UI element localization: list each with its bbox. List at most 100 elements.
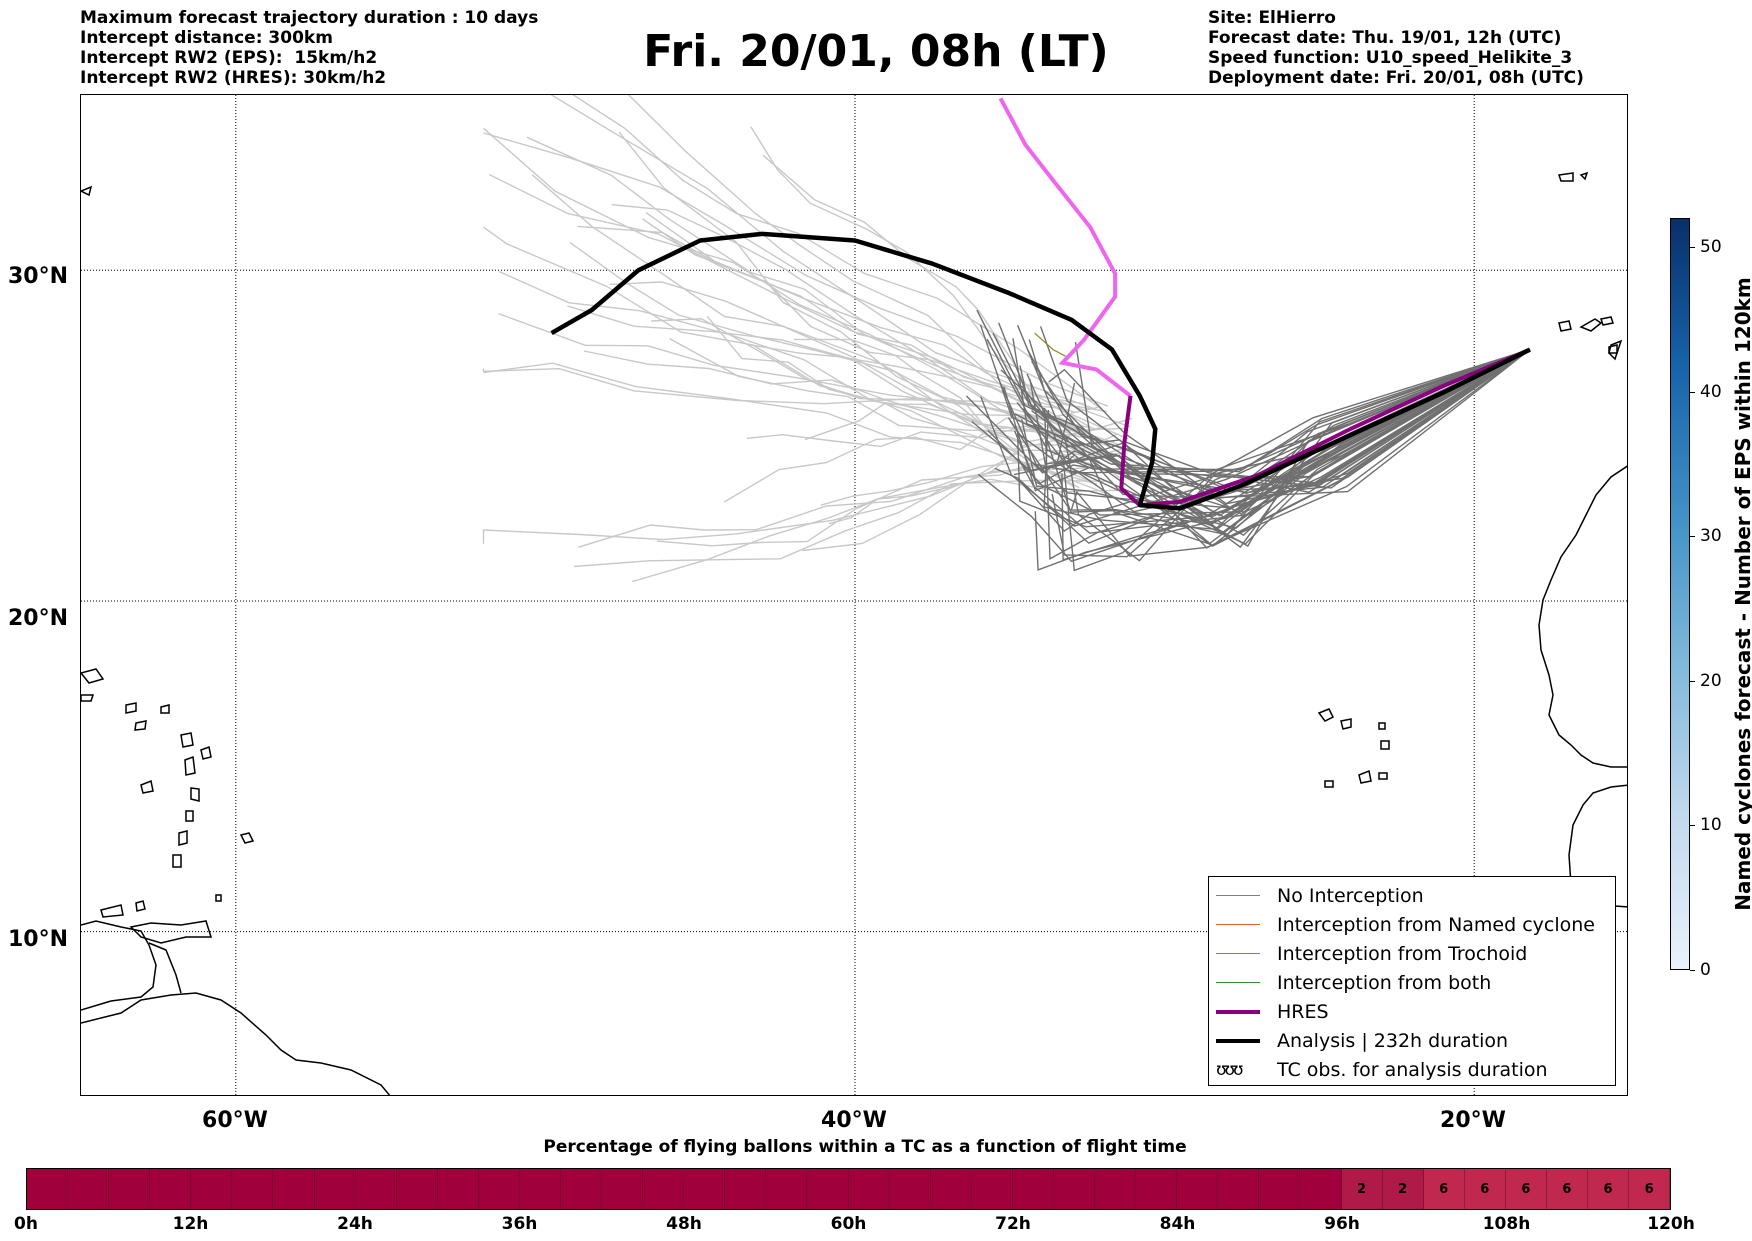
lat-label-10n: 10°N: [8, 927, 69, 952]
hres-track-extended: [998, 97, 1132, 398]
flight-time-cell: 6: [1505, 1169, 1547, 1209]
legend-item: No Interception: [1209, 881, 1615, 910]
eps-member-far: [483, 127, 1082, 449]
header-site: Site: ElHierro: [1208, 8, 1336, 28]
header-speed-function: Speed function: U10_speed_Helikite_3: [1208, 48, 1573, 68]
island-madeira-2: [1579, 171, 1589, 181]
island-lesser-antilles-6: [172, 854, 182, 868]
colorbar-tick: [1690, 246, 1695, 248]
island-small-1: [81, 668, 105, 684]
legend-item: Analysis | 232h duration: [1209, 1026, 1615, 1055]
island-cape-verde-2: [1340, 718, 1352, 730]
flight-time-cell: [1053, 1169, 1096, 1209]
island-canary-1: [1558, 320, 1572, 332]
flight-time-cell: [602, 1169, 644, 1209]
hres-track: [1119, 347, 1531, 508]
flight-time-cell: [232, 1169, 274, 1209]
colorbar-tick-label: 40: [1700, 381, 1722, 402]
eps-member-far: [483, 132, 1109, 407]
eps-member-far: [578, 434, 1117, 548]
colorbar-tick: [1690, 536, 1695, 538]
flight-time-cell: [191, 1169, 233, 1209]
flight-time-cell: [971, 1169, 1013, 1209]
flight-time-tick-label: 108h: [1482, 1214, 1531, 1234]
island-mid-5: [200, 745, 212, 760]
island-north-1: [81, 185, 93, 197]
flight-time-cell: [684, 1169, 726, 1209]
lat-label-20n: 20°N: [8, 606, 69, 631]
flight-time-cell: 2: [1341, 1169, 1383, 1209]
eps-member-far: [550, 95, 1096, 410]
eps-member-far: [483, 226, 1098, 485]
legend-label: Interception from both: [1277, 971, 1492, 994]
island-cape-verde-3: [1378, 722, 1386, 730]
island-barbados: [215, 894, 222, 902]
flight-time-cell: [273, 1169, 315, 1209]
eps-member-no-interception: [1013, 349, 1531, 516]
legend-label: Interception from Named cyclone: [1277, 913, 1595, 936]
flight-time-cell: [930, 1169, 972, 1209]
island-mid-2: [125, 702, 137, 714]
island-cape-verde-7: [1378, 772, 1388, 780]
flight-time-cell: [1095, 1169, 1137, 1209]
island-cape-verde-6: [1358, 769, 1372, 784]
eps-member-far: [656, 449, 1126, 547]
flight-time-cell: [643, 1169, 685, 1209]
map-canvas[interactable]: [81, 95, 1628, 1096]
lon-label-20w: 20°W: [1440, 1108, 1506, 1133]
map-frame[interactable]: [80, 94, 1628, 1096]
island-cape-verde-1: [1317, 708, 1335, 722]
eps-member-no-interception: [1014, 348, 1531, 473]
island-canary-2: [1579, 318, 1603, 332]
legend-swatch: [1216, 1038, 1260, 1043]
island-mid-1: [140, 779, 154, 794]
island-grenada: [135, 900, 146, 912]
legend-item: Interception from Named cyclone: [1209, 910, 1615, 939]
flight-time-cell: [314, 1169, 356, 1209]
flight-time-tick-label: 72h: [995, 1214, 1031, 1234]
legend-label: Analysis | 232h duration: [1277, 1029, 1509, 1052]
colorbar-tick-label: 0: [1700, 960, 1711, 980]
header-intercept-distance: Intercept distance: 300km: [80, 28, 333, 48]
colorbar-tick: [1690, 970, 1695, 971]
eps-member-far: [750, 126, 1096, 431]
map-legend: No Interception Interception from Named c…: [1208, 876, 1616, 1086]
island-lesser-antilles-5: [178, 830, 188, 846]
flight-time-tick-label: 12h: [172, 1214, 209, 1234]
eps-member-far: [577, 225, 1084, 405]
lon-label-60w: 60°W: [202, 1108, 268, 1133]
lon-label-40w: 40°W: [821, 1108, 887, 1133]
eps-member-no-interception: [1070, 349, 1531, 557]
flight-time-cell: 6: [1587, 1169, 1630, 1209]
flight-time-cell: [150, 1169, 192, 1209]
trochoid-interception-track: [1034, 332, 1066, 357]
flight-time-tick-label: 24h: [337, 1214, 373, 1234]
eps-member-far: [618, 131, 1080, 489]
eps-ensemble-no-interception: [966, 309, 1531, 572]
eps-member-far: [583, 350, 1107, 444]
flight-time-tick-label: 84h: [1159, 1214, 1196, 1234]
flight-time-cell: [396, 1169, 438, 1209]
coastline-south-america: [81, 992, 391, 1095]
colorbar-tick-label: 30: [1700, 526, 1722, 547]
cyclone-count-colorbar: [1670, 218, 1690, 970]
flight-time-cell: [109, 1169, 151, 1209]
flight-time-cell: [437, 1169, 479, 1209]
island-mid-3: [134, 720, 147, 731]
legend-item: Interception from both: [1209, 968, 1615, 997]
legend-swatch: [1216, 953, 1260, 954]
island-lesser-antilles-1: [180, 732, 194, 748]
header-right: Site: ElHierro Forecast date: Thu. 19/01…: [1208, 8, 1584, 88]
flight-time-cell: 6: [1464, 1169, 1506, 1209]
coastline-venezuela-north: [81, 920, 157, 1011]
island-tobago: [100, 904, 124, 918]
eps-member-no-interception: [1016, 348, 1531, 528]
analysis-track: [550, 231, 1531, 511]
eps-member-far: [488, 173, 1075, 413]
header-left: Maximum forecast trajectory duration : 1…: [80, 8, 538, 88]
island-lesser-antilles-2: [184, 755, 196, 776]
coastline-africa: [1538, 465, 1627, 768]
lat-label-30n: 30°N: [8, 264, 69, 289]
header-duration: Maximum forecast trajectory duration : 1…: [80, 8, 539, 28]
eps-member-far: [574, 479, 1113, 568]
